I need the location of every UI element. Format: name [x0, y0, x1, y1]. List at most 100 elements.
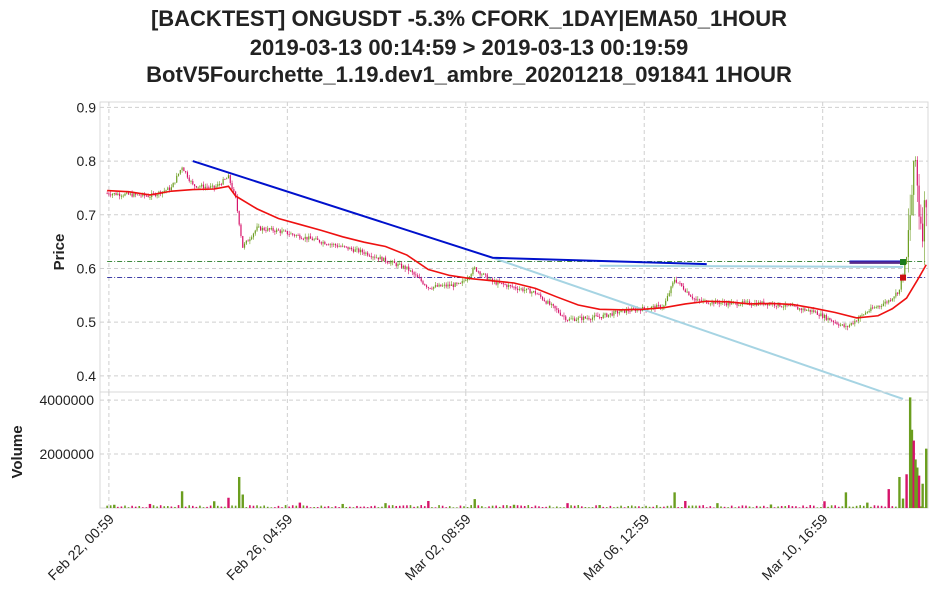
volume-bar [830, 505, 833, 508]
candle-body [193, 184, 196, 187]
candle-body [599, 316, 601, 318]
volume-bar [852, 506, 854, 508]
candle-body [295, 235, 297, 236]
volume-bar [523, 505, 526, 508]
candle-body [465, 280, 467, 282]
volume-bar [302, 505, 305, 508]
candle-body [327, 244, 330, 246]
candle-body [349, 247, 351, 250]
volume-bar [349, 506, 351, 508]
candle-body [434, 285, 437, 287]
candle-body [545, 301, 547, 304]
volume-bar [281, 507, 283, 508]
candle-body [543, 299, 545, 302]
candle-body [265, 230, 267, 231]
candle-body [406, 266, 408, 269]
volume-bar [862, 505, 865, 508]
candle-body [495, 281, 497, 285]
volume-bar [691, 505, 694, 508]
candle-body [534, 291, 537, 294]
candle-body [108, 193, 110, 195]
candle-body [183, 167, 185, 172]
volume-bar [645, 505, 647, 508]
candle-body [709, 303, 711, 305]
candle-body [788, 305, 790, 307]
candle-body [454, 282, 456, 287]
candle-body [429, 287, 431, 289]
price-axis-label: Price [51, 234, 68, 271]
volume-bar [780, 505, 783, 508]
candle-body [215, 186, 217, 189]
candle-body [447, 284, 449, 287]
candle-body [920, 216, 922, 224]
candle-body [238, 211, 240, 225]
volume-tick-label: 2000000 [39, 446, 94, 462]
candle-body [318, 239, 321, 243]
volume-bar [713, 507, 715, 508]
volume-bar [409, 505, 412, 508]
candle-body [202, 184, 205, 189]
candle-body [120, 195, 123, 197]
candle-body [463, 280, 465, 282]
volume-bar [605, 507, 608, 508]
volume-bar [730, 505, 733, 508]
candle-body [654, 306, 656, 309]
volume-bar [341, 503, 344, 508]
volume-bar [916, 467, 919, 508]
candle-body [177, 173, 180, 176]
candle-body [533, 291, 535, 292]
candle-body [340, 246, 342, 248]
candle-body [218, 184, 221, 185]
candle-body [433, 286, 435, 289]
candle-body [577, 317, 579, 320]
volume-bar [188, 505, 191, 508]
candle-body [832, 320, 835, 323]
volume-bar [695, 505, 697, 508]
candle-body [806, 310, 808, 311]
volume-bar [252, 505, 255, 508]
candle-body [490, 278, 492, 280]
candle-body [897, 292, 899, 294]
candle-body [595, 315, 597, 317]
volume-bar [331, 507, 333, 508]
candle-body [456, 282, 458, 284]
candle-body [352, 249, 354, 252]
candle-body [270, 228, 272, 230]
candle-body [556, 308, 558, 310]
candle-body [440, 284, 442, 287]
candle-body [527, 288, 529, 290]
candle-body [281, 230, 283, 233]
volume-bar [481, 506, 483, 508]
candle-body [597, 315, 599, 317]
candle-body [252, 233, 255, 238]
volume-bar [199, 505, 201, 508]
ema-line [107, 185, 927, 319]
candle-body [795, 306, 797, 308]
candle-body [136, 194, 139, 196]
candle-body [468, 276, 470, 279]
candle-body [317, 238, 319, 240]
volume-bar [820, 507, 822, 508]
candle-body [616, 311, 619, 314]
candle-body [311, 238, 313, 241]
candle-body [110, 194, 112, 196]
candle-body [260, 226, 262, 231]
volume-panel: 2000000 4000000 [39, 391, 929, 509]
volume-bar [548, 505, 551, 508]
candle-body [525, 288, 528, 291]
candle-body [905, 257, 908, 264]
volume-bar [702, 505, 704, 508]
candle-body [914, 159, 917, 162]
volume-bar [191, 505, 194, 508]
volume-bar [588, 507, 590, 508]
candle-body [745, 301, 747, 303]
candle-body [524, 290, 526, 291]
candle-body [695, 298, 697, 301]
candle-body [500, 282, 503, 284]
candle-body [698, 299, 701, 301]
candle-body [784, 303, 786, 307]
candle-body [893, 296, 895, 299]
volume-bar [891, 506, 894, 508]
volume-bar [473, 499, 476, 508]
volume-bar [788, 505, 790, 508]
